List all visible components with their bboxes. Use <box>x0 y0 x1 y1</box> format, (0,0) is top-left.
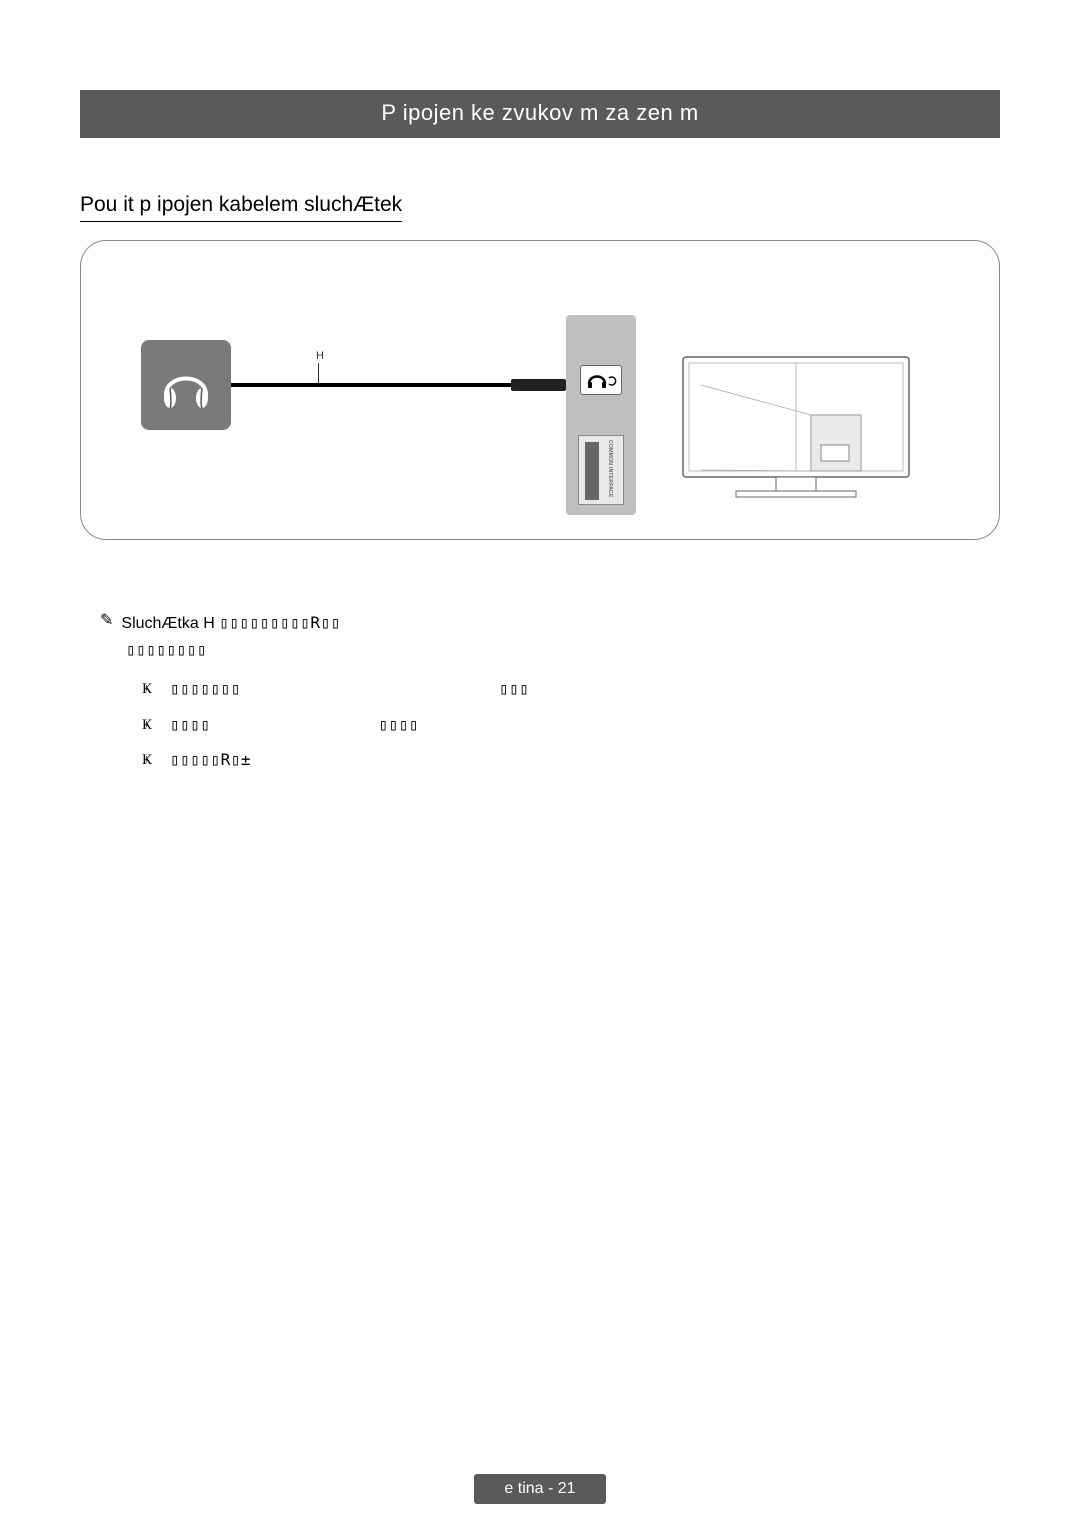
bullet-right: ▯▯▯ <box>499 676 529 702</box>
note-icon: ✎ <box>100 610 113 632</box>
tv-port-panel: COMMON INTERFACE <box>566 315 636 515</box>
bullet-glyph: Ҝ <box>142 712 156 736</box>
footer-page-number: 21 <box>558 1480 576 1497</box>
note-lead: SluchÆtka H ▯▯▯▯▯▯▯▯▯R▯▯ <box>121 610 340 637</box>
bullet-list: Ҝ ▯▯▯▯▯▯▯ ▯▯▯ Ҝ ▯▯▯▯ ▯▯▯▯ Ҝ ▯▯▯▯▯R▯± <box>142 676 980 773</box>
bullet-text: ▯▯▯▯▯▯▯ <box>170 676 241 702</box>
footer-page-indicator: e tina - 21 <box>474 1474 605 1504</box>
list-item: Ҝ ▯▯▯▯▯▯▯ ▯▯▯ <box>142 676 980 702</box>
note-sub: ▯▯▯▯▯▯▯▯ <box>126 637 980 663</box>
connection-diagram: H COMMON INTERFACE <box>80 240 1000 540</box>
ci-card-icon <box>585 442 599 500</box>
cable-label-tick <box>318 363 319 383</box>
section-subtitle: Pou it p ipojen kabelem sluchÆtek <box>80 193 402 222</box>
footer-lang: e tina <box>504 1480 543 1497</box>
note-heading: ✎ SluchÆtka H ▯▯▯▯▯▯▯▯▯R▯▯ <box>100 610 980 637</box>
footer-sep: - <box>544 1480 558 1497</box>
ci-slot-label: COMMON INTERFACE <box>603 440 613 502</box>
bullet-text: ▯▯▯▯▯R▯± <box>170 747 251 773</box>
note-lead-prefix: SluchÆtka H <box>121 615 214 632</box>
cable-label: H <box>316 350 324 362</box>
notes-block: ✎ SluchÆtka H ▯▯▯▯▯▯▯▯▯R▯▯ ▯▯▯▯▯▯▯▯ Ҝ ▯▯… <box>80 610 1000 773</box>
ci-slot: COMMON INTERFACE <box>578 435 624 505</box>
diagram-canvas: H COMMON INTERFACE <box>111 285 969 505</box>
bullet-text: ▯▯▯▯ <box>170 712 211 738</box>
list-item: Ҝ ▯▯▯▯▯R▯± <box>142 747 980 773</box>
page-title-bar: P ipojen ke zvukov m za zen m <box>80 90 1000 138</box>
note-lead-garble: ▯▯▯▯▯▯▯▯▯R▯▯ <box>219 613 341 632</box>
audio-jack-plug <box>511 379 566 391</box>
page-footer: e tina - 21 <box>0 1474 1080 1504</box>
bullet-glyph: Ҝ <box>142 747 156 771</box>
list-item: Ҝ ▯▯▯▯ ▯▯▯▯ <box>142 712 980 738</box>
bullet-glyph: Ҝ <box>142 676 156 700</box>
headphone-jack-icon <box>580 365 622 395</box>
headphones-icon <box>141 340 231 430</box>
page-title: P ipojen ke zvukov m za zen m <box>381 100 698 125</box>
tv-illustration <box>681 355 911 505</box>
bullet-right: ▯▯▯▯ <box>379 712 420 738</box>
